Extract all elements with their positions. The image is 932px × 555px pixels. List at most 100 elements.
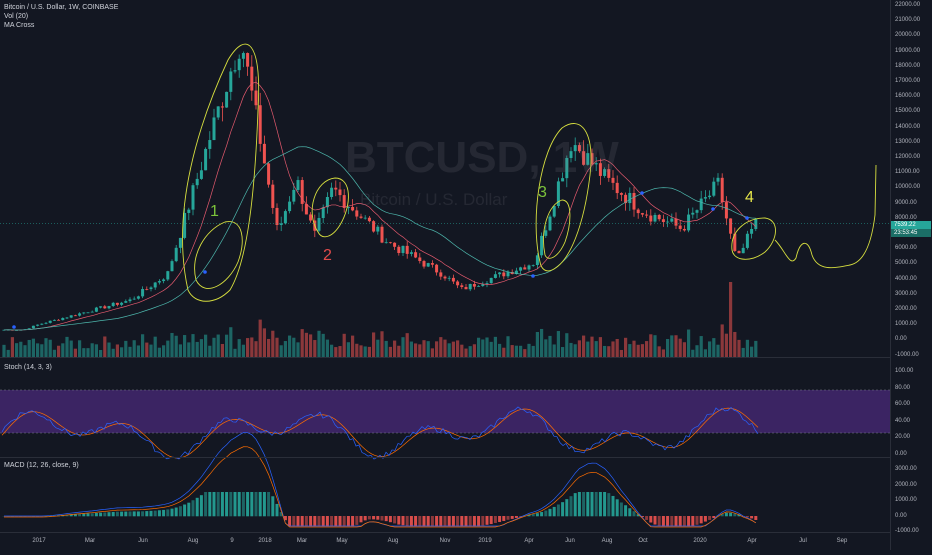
macd-histogram-bar bbox=[372, 516, 375, 519]
volume-bar bbox=[611, 341, 614, 357]
countdown-tag: 23:53:45 bbox=[891, 229, 931, 237]
volume-bar bbox=[301, 329, 304, 357]
candle-body bbox=[389, 242, 392, 243]
macd-histogram-bar bbox=[204, 492, 207, 516]
candle-body bbox=[343, 195, 346, 208]
time-tick: Mar bbox=[297, 538, 307, 544]
volume-bar bbox=[401, 337, 404, 357]
ma-cross-marker bbox=[12, 325, 16, 329]
macd-histogram-bar bbox=[511, 516, 514, 519]
ma-cross-indicator-label[interactable]: MA Cross bbox=[4, 21, 118, 30]
price-tick: 1000.00 bbox=[895, 321, 917, 327]
price-tick: 16000.00 bbox=[895, 93, 920, 99]
candle-body bbox=[259, 105, 262, 144]
symbol-title[interactable]: Bitcoin / U.S. Dollar, 1W, COINBASE bbox=[4, 3, 118, 12]
macd-histogram-bar bbox=[658, 516, 661, 526]
time-tick: 2019 bbox=[478, 538, 491, 544]
volume-bar bbox=[506, 336, 509, 357]
stoch-legend[interactable]: Stoch (14, 3, 3) bbox=[4, 363, 52, 372]
candle-body bbox=[217, 106, 220, 117]
price-tick: 5000.00 bbox=[895, 260, 917, 266]
macd-histogram-bar bbox=[700, 516, 703, 523]
macd-histogram-bar bbox=[565, 499, 568, 516]
time-tick: Sep bbox=[837, 538, 848, 544]
macd-histogram-bar bbox=[154, 511, 157, 517]
volume-bar bbox=[166, 341, 169, 357]
volume-bar bbox=[641, 344, 644, 357]
volume-bar bbox=[32, 339, 35, 357]
macd-histogram-bar bbox=[557, 505, 560, 517]
volume-indicator-label[interactable]: Vol (20) bbox=[4, 12, 118, 21]
macd-histogram-bar bbox=[612, 496, 615, 516]
candle-body bbox=[150, 287, 153, 289]
volume-bar bbox=[334, 347, 337, 357]
macd-histogram-bar bbox=[213, 492, 216, 516]
volume-bar bbox=[460, 345, 463, 357]
macd-histogram-bar bbox=[649, 516, 652, 523]
macd-histogram-bar bbox=[124, 512, 127, 517]
macd-tick: 0.00 bbox=[895, 513, 907, 519]
volume-bar bbox=[431, 348, 434, 357]
macd-histogram-bar bbox=[259, 492, 262, 516]
time-tick: Oct bbox=[638, 538, 647, 544]
macd-histogram-bar bbox=[666, 516, 669, 526]
candle-body bbox=[465, 287, 468, 289]
macd-histogram-bar bbox=[704, 516, 707, 522]
candle-body bbox=[87, 312, 90, 313]
candle-body bbox=[456, 282, 459, 286]
pane-separator-stoch[interactable] bbox=[0, 357, 890, 358]
volume-bar bbox=[368, 347, 371, 357]
stoch-tick: 60.00 bbox=[895, 401, 910, 407]
price-tick: 4000.00 bbox=[895, 276, 917, 282]
drawing-ellipse-3b bbox=[544, 200, 570, 258]
volume-bar bbox=[700, 336, 703, 357]
volume-bar bbox=[284, 341, 287, 357]
volume-bar bbox=[695, 345, 698, 357]
macd-histogram-bar bbox=[179, 506, 182, 516]
volume-bar bbox=[11, 337, 14, 357]
volume-bar bbox=[565, 333, 568, 357]
volume-bar bbox=[116, 344, 119, 357]
macd-histogram-bar bbox=[297, 516, 300, 526]
macd-histogram-bar bbox=[175, 508, 178, 517]
macd-histogram-bar bbox=[582, 492, 585, 516]
volume-bar bbox=[133, 340, 136, 357]
candle-body bbox=[192, 185, 195, 209]
candle-body bbox=[444, 277, 447, 279]
volume-bar bbox=[406, 333, 409, 357]
volume-bar bbox=[712, 338, 715, 357]
candle-body bbox=[435, 265, 438, 273]
macd-histogram-bar bbox=[158, 510, 161, 516]
price-tick: 11000.00 bbox=[895, 169, 920, 175]
macd-histogram-bar bbox=[603, 492, 606, 516]
watermark-ticker: BTCUSD, 1W bbox=[345, 133, 619, 183]
candle-body bbox=[292, 190, 295, 202]
candle-body bbox=[112, 303, 115, 306]
macd-histogram-bar bbox=[502, 516, 505, 521]
candle-body bbox=[666, 222, 669, 223]
candle-body bbox=[641, 213, 644, 214]
volume-bar bbox=[137, 345, 140, 357]
ma-cross-marker bbox=[745, 216, 749, 220]
volume-bar bbox=[456, 340, 459, 357]
volume-bar bbox=[70, 341, 73, 357]
stoch-tick: 0.00 bbox=[895, 451, 907, 457]
pane-separator-macd[interactable] bbox=[0, 457, 890, 458]
time-tick: Jun bbox=[565, 538, 575, 544]
volume-bar bbox=[490, 342, 493, 357]
macd-histogram-bar bbox=[276, 504, 279, 516]
volume-bar bbox=[154, 337, 157, 357]
candle-body bbox=[385, 242, 388, 243]
volume-bar bbox=[649, 334, 652, 357]
candle-body bbox=[654, 215, 657, 222]
volume-bar bbox=[536, 332, 539, 357]
candle-body bbox=[477, 286, 480, 287]
price-tick: 20000.00 bbox=[895, 32, 920, 38]
volume-bar bbox=[691, 350, 694, 357]
time-tick: 2018 bbox=[258, 538, 271, 544]
volume-bar bbox=[742, 348, 745, 357]
candle-body bbox=[288, 202, 291, 211]
macd-legend[interactable]: MACD (12, 26, close, 9) bbox=[4, 461, 79, 470]
